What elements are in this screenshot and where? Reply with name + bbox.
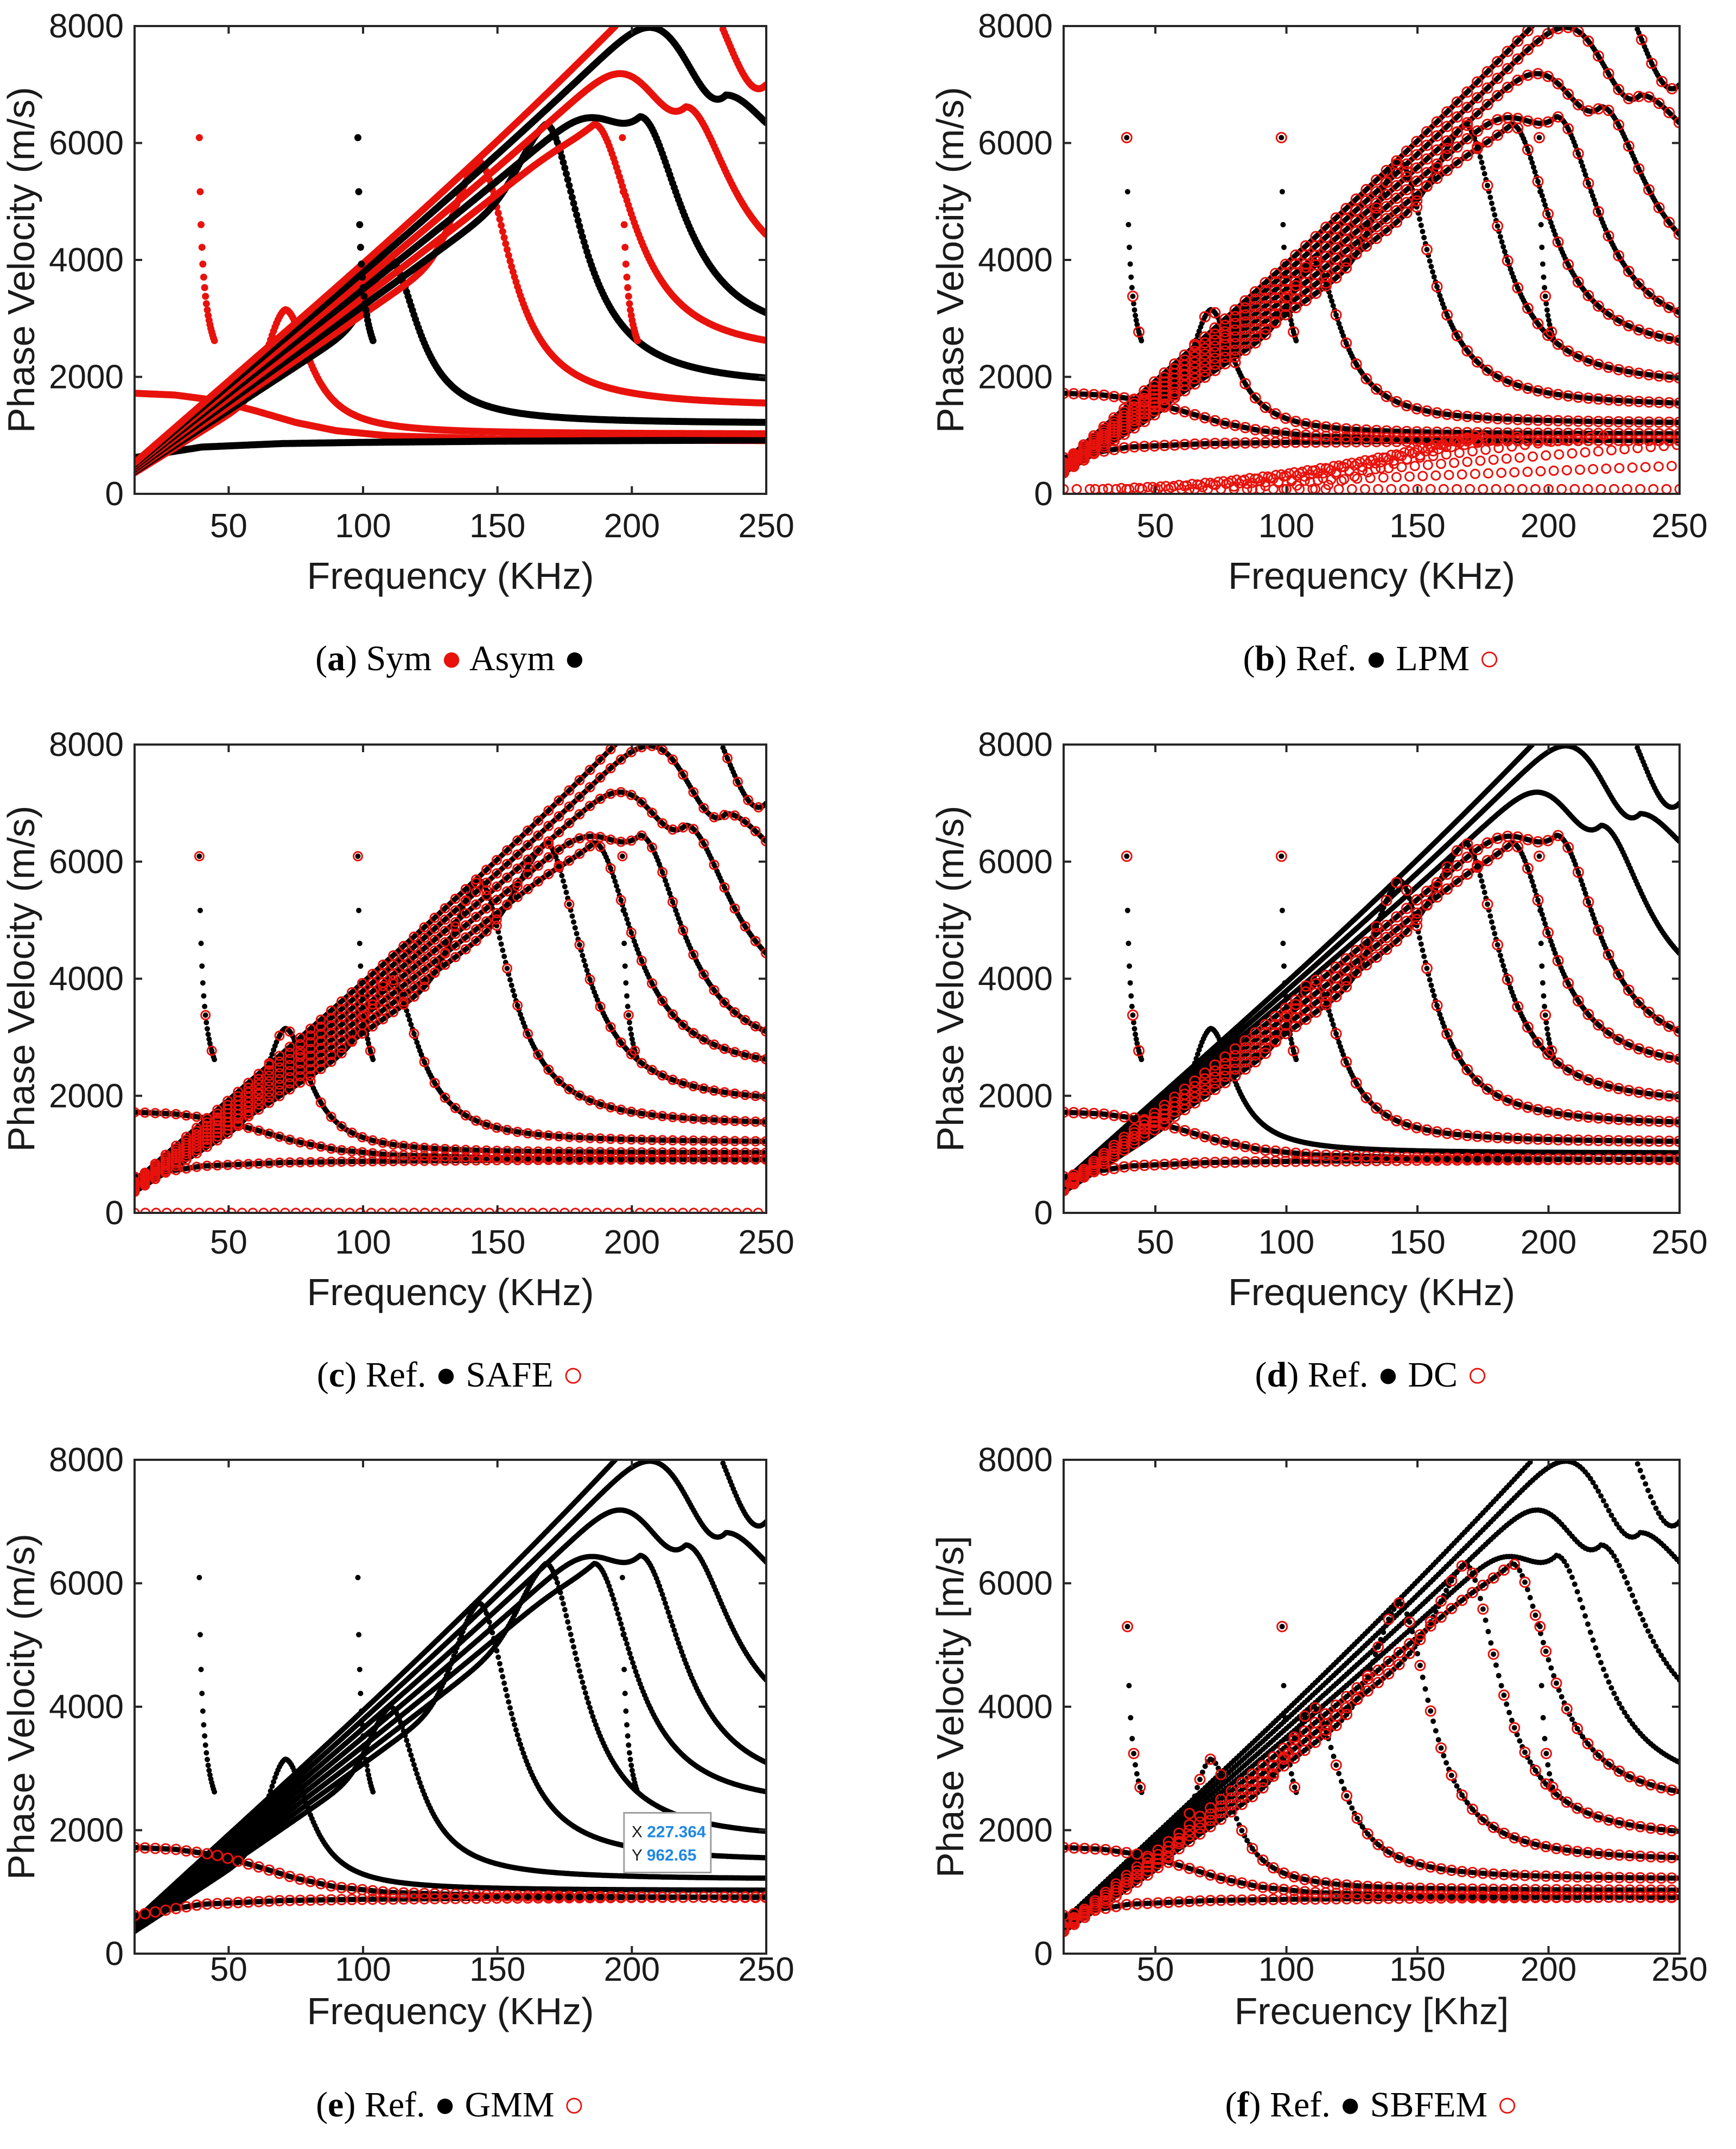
mode-dot-cut-2 <box>626 300 633 308</box>
mode-dot-cut-1 <box>358 260 365 268</box>
y-tick-label-a-4: 8000 <box>49 8 124 45</box>
mode-dot-peak-2 <box>502 240 510 247</box>
mode-dot-cut-0 <box>198 221 205 228</box>
mode-dot-peak-3 <box>559 158 567 166</box>
mode-dot-cut-2 <box>621 244 629 251</box>
mode-dot-cut-0 <box>196 188 204 195</box>
mode-dot-cut-1 <box>359 274 366 281</box>
mode-dot-peak-3 <box>568 194 576 201</box>
caption-a: (a) Sym ● Asym ● <box>315 639 586 678</box>
mode-dot-cut-1 <box>359 284 367 291</box>
x-tick-label-a-4: 250 <box>738 507 794 545</box>
y-tick-label-a-2: 4000 <box>49 241 124 279</box>
mode-dot-cut-0 <box>200 274 207 281</box>
mode-dot-cut-0 <box>201 284 208 291</box>
caption-marker-red: ● <box>441 639 462 678</box>
x-axis-label-a: Frequency (KHz) <box>307 555 594 597</box>
caption-paren-close: ) <box>345 639 366 678</box>
mode-dot-peak-3 <box>574 217 582 224</box>
mode-dot-cut-0 <box>199 260 207 268</box>
caption-paren-open: ( <box>315 639 327 678</box>
x-tick-label-a-1: 100 <box>335 507 391 545</box>
mode-dot-cut-0 <box>202 293 209 300</box>
mode-dot-cut-2 <box>625 293 632 300</box>
mode-dot-cut-1 <box>354 134 361 142</box>
mode-dot-peak-2 <box>505 252 512 259</box>
mode-dot-peak-2 <box>504 246 511 253</box>
mode-dot-cut-0 <box>195 134 203 142</box>
mode-dot-cut-0 <box>204 306 211 314</box>
mode-dot-peak-2 <box>499 228 506 236</box>
mode-dot-peak-2 <box>498 221 505 229</box>
mode-dot-cut-1 <box>369 337 377 345</box>
y-axis-label-a: Phase Velocity (m/s) <box>0 87 42 433</box>
mode-dot-peak-3 <box>570 200 577 207</box>
panel-a: 50 100 150 200 250 0 2000 4000 6000 8000 Frequency… <box>0 8 794 678</box>
caption-marker-black: ● <box>564 639 586 678</box>
caption-text-before: Sym <box>366 639 441 678</box>
mode-dot-cut-0 <box>198 244 206 251</box>
mode-dot-peak-2 <box>496 215 504 223</box>
mode-dot-cut-1 <box>362 306 370 314</box>
mode-dot-cut-2 <box>622 260 629 268</box>
plot-area-a <box>135 26 766 476</box>
y-tick-label-a-1: 2000 <box>49 359 124 396</box>
mode-dot-peak-3 <box>576 222 583 230</box>
mode-dot-cut-0 <box>211 337 218 345</box>
caption-label: a <box>327 639 345 678</box>
caption-text-mid: Asym <box>462 639 564 678</box>
mode-dot-peak-3 <box>571 205 579 213</box>
mode-dot-cut-1 <box>356 221 364 228</box>
y-tick-label-a-3: 6000 <box>49 125 124 162</box>
plot-area-b <box>1064 26 1680 494</box>
x-tick-label-a-0: 50 <box>210 507 247 545</box>
x-tick-label-a-3: 200 <box>604 507 660 545</box>
mode-dot-cut-2 <box>624 284 632 291</box>
mode-dot-peak-3 <box>567 188 575 195</box>
mode-dot-cut-1 <box>357 244 364 251</box>
mode-dot-cut-2 <box>620 188 627 195</box>
mode-dot-peak-3 <box>563 170 570 177</box>
mode-dot-peak-2 <box>500 234 508 241</box>
y-tick-label-a-0: 0 <box>105 475 124 513</box>
mode-dot-peak-3 <box>558 153 565 161</box>
mode-dot-cut-1 <box>360 293 368 300</box>
mode-dot-peak-2 <box>508 263 516 270</box>
mode-dot-cut-1 <box>355 188 363 195</box>
mode-dot-cut-2 <box>619 134 626 142</box>
mode-dot-cut-2 <box>627 306 634 314</box>
mode-dot-cut-2 <box>623 274 631 281</box>
mode-dot-cut-0 <box>202 300 210 308</box>
mode-dot-peak-2 <box>494 209 502 217</box>
mode-dot-cut-2 <box>620 221 628 228</box>
mode-dot-peak-3 <box>564 176 571 183</box>
x-tick-label-a-2: 150 <box>469 507 525 545</box>
mode-dot-peak-3 <box>565 182 573 189</box>
mode-dot-peak-3 <box>573 211 581 219</box>
mode-dot-cut-2 <box>634 337 641 345</box>
mode-dot-cut-1 <box>361 300 369 308</box>
mode-dot-peak-2 <box>506 257 514 265</box>
mode-dot-peak-3 <box>561 164 569 171</box>
panel-b: 50 100 150 200 25002000400060008000Frequency… <box>929 8 1708 678</box>
